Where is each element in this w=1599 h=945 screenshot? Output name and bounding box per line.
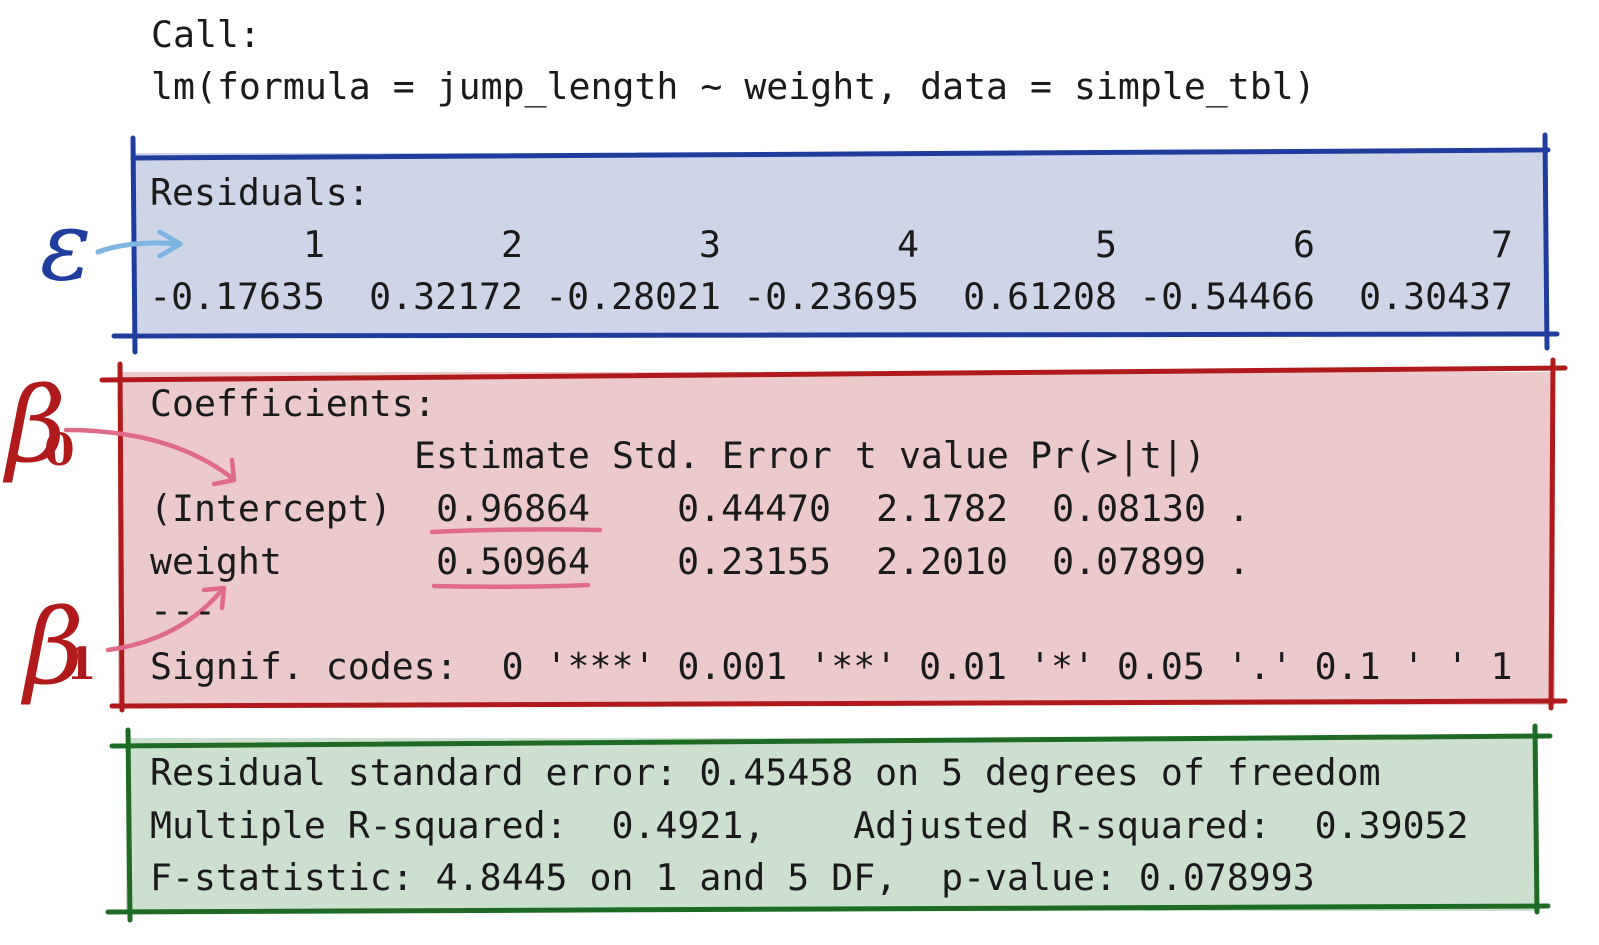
residual-index: 6 bbox=[1293, 223, 1315, 266]
coefficient-estimate: 0.50964 bbox=[436, 540, 590, 583]
coefficient-t-value: 2.1782 bbox=[876, 487, 1008, 530]
coefficient-column-header: Std. Error bbox=[612, 434, 832, 477]
coefficient-column-header: Estimate bbox=[414, 434, 590, 477]
coefficient-std-error: 0.44470 bbox=[677, 487, 831, 530]
residual-value: 0.32172 bbox=[369, 275, 523, 318]
residual-index: 2 bbox=[501, 223, 523, 266]
call-heading: Call: bbox=[151, 13, 261, 56]
coefficient-signif: . bbox=[1228, 487, 1250, 530]
r-squared-line: Multiple R-squared: 0.4921, Adjusted R-s… bbox=[150, 799, 1469, 852]
residual-value: -0.54466 bbox=[1139, 275, 1315, 318]
residual-index: 4 bbox=[897, 223, 919, 266]
residuals-box bbox=[133, 153, 1545, 333]
residual-value: -0.17635 bbox=[149, 275, 325, 318]
coefficient-p-value: 0.08130 bbox=[1052, 487, 1206, 530]
residual-value: 0.61208 bbox=[963, 275, 1117, 318]
coefficients-box-border bbox=[99, 357, 1568, 713]
beta1-arrow bbox=[105, 585, 227, 653]
residual-value: 0.30437 bbox=[1359, 275, 1513, 318]
coefficient-signif: . bbox=[1228, 540, 1250, 583]
residuals-box-border bbox=[111, 132, 1560, 355]
coefficient-t-value: 2.2010 bbox=[876, 540, 1008, 583]
epsilon-arrow bbox=[95, 229, 183, 259]
beta0-arrow bbox=[63, 427, 237, 487]
r-squared-text: Multiple R-squared: 0.4921, Adjusted R-s… bbox=[150, 804, 1469, 847]
coefficient-p-value: 0.07899 bbox=[1052, 540, 1206, 583]
coefficient-term: (Intercept) bbox=[150, 487, 392, 530]
beta1-label: β bbox=[24, 586, 85, 708]
beta0-label: β bbox=[6, 364, 67, 486]
model-fit-box bbox=[126, 738, 1536, 911]
residual-index: 5 bbox=[1095, 223, 1117, 266]
beta1-subscript: 1 bbox=[66, 639, 97, 690]
weight-estimate-underline bbox=[431, 582, 591, 590]
residual-value: -0.23695 bbox=[743, 275, 919, 318]
epsilon-label: ε bbox=[40, 190, 92, 302]
call-formula: lm(formula = jump_length ~ weight, data … bbox=[151, 65, 1316, 108]
residual-index: 1 bbox=[303, 223, 325, 266]
residual-value: -0.28021 bbox=[545, 275, 721, 318]
coefficients-box bbox=[118, 372, 1555, 705]
residual-index: 3 bbox=[699, 223, 721, 266]
residual-standard-error: Residual standard error: 0.45458 on 5 de… bbox=[150, 751, 1381, 794]
residual-index: 7 bbox=[1491, 223, 1513, 266]
intercept-estimate-underline bbox=[429, 527, 603, 535]
residuals-heading: Residuals: bbox=[150, 171, 370, 214]
beta0-subscript: 0 bbox=[44, 425, 75, 476]
coefficient-term: weight bbox=[150, 540, 282, 583]
coefficient-column-header: t value bbox=[855, 434, 1009, 477]
f-statistic-line: F-statistic: 4.8445 on 1 and 5 DF, p-val… bbox=[150, 856, 1315, 899]
model-fit-box-border bbox=[105, 723, 1553, 923]
signif-codes: Signif. codes: 0 '***' 0.001 '**' 0.01 '… bbox=[150, 645, 1513, 688]
coefficients-separator: --- bbox=[150, 589, 216, 632]
coefficients-heading: Coefficients: bbox=[150, 382, 436, 425]
coefficient-std-error: 0.23155 bbox=[677, 540, 831, 583]
coefficient-estimate: 0.96864 bbox=[436, 487, 590, 530]
coefficient-column-header: Pr(>|t|) bbox=[1030, 434, 1206, 477]
